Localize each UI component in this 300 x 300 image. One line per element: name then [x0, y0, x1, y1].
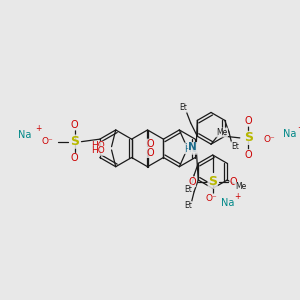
Text: O⁻: O⁻ — [41, 137, 53, 146]
Text: O: O — [230, 177, 237, 187]
Text: N: N — [188, 142, 197, 152]
Text: O: O — [71, 120, 79, 130]
Text: HO: HO — [91, 141, 105, 150]
Text: Na: Na — [18, 130, 32, 140]
Text: O⁻: O⁻ — [205, 194, 217, 203]
Text: S: S — [244, 131, 253, 144]
Text: O⁻: O⁻ — [263, 135, 275, 144]
Text: HO: HO — [91, 146, 105, 155]
Text: O: O — [146, 148, 154, 158]
Text: H: H — [184, 145, 191, 154]
Text: Et: Et — [184, 201, 192, 210]
Text: H: H — [184, 143, 191, 152]
Text: O: O — [188, 177, 196, 187]
Text: O: O — [146, 139, 154, 149]
Text: Na: Na — [221, 198, 234, 208]
Text: +: + — [297, 122, 300, 131]
Text: O: O — [244, 116, 252, 126]
Text: Et: Et — [179, 103, 187, 112]
Text: N: N — [188, 144, 197, 154]
Text: Et: Et — [184, 185, 192, 194]
Text: +: + — [35, 124, 41, 133]
Text: O: O — [71, 153, 79, 163]
Text: Na: Na — [283, 129, 297, 139]
Text: Me: Me — [216, 128, 227, 137]
Text: +: + — [235, 192, 241, 201]
Text: O: O — [244, 150, 252, 160]
Text: Me: Me — [235, 182, 246, 191]
Text: S: S — [70, 135, 79, 148]
Text: S: S — [208, 175, 217, 188]
Text: Et: Et — [231, 142, 239, 151]
